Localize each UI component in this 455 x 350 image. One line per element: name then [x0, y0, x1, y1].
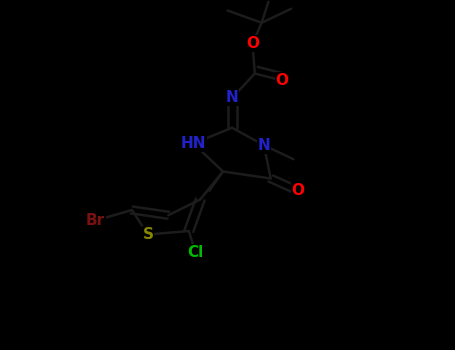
- Text: O: O: [276, 73, 288, 88]
- Text: N: N: [258, 138, 270, 153]
- Text: Cl: Cl: [187, 245, 204, 260]
- Text: N: N: [226, 91, 238, 105]
- Text: O: O: [246, 36, 259, 51]
- Text: HN: HN: [181, 136, 206, 151]
- Text: O: O: [292, 183, 304, 198]
- Text: S: S: [142, 227, 153, 242]
- Text: Br: Br: [86, 213, 105, 228]
